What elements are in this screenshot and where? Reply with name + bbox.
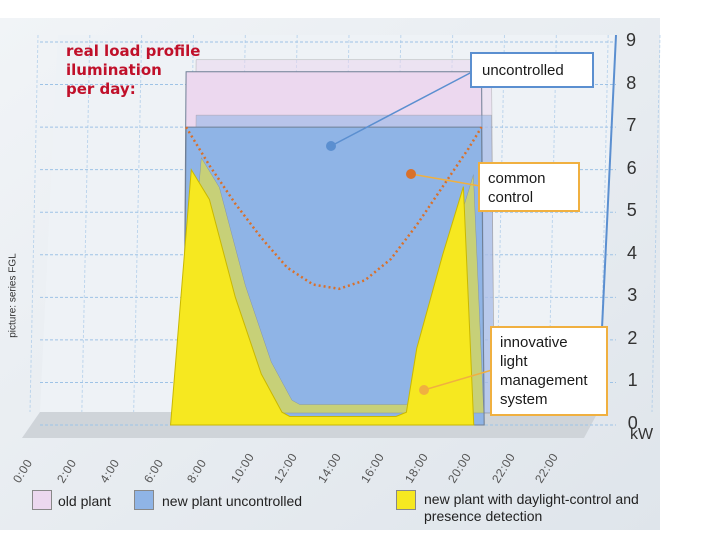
y-tick-label: 4 <box>627 242 638 263</box>
callout-common-control: common control <box>478 162 580 212</box>
y-tick-label: 6 <box>626 157 637 178</box>
callout-common-control-text: common control <box>488 170 546 206</box>
legend-swatch-old-plant <box>32 490 52 510</box>
y-tick-label: 9 <box>626 30 637 50</box>
y-tick-label: 2 <box>627 327 638 348</box>
title-line-2: ilumination <box>66 61 162 79</box>
legend-new-uncontrolled: new plant uncontrolled <box>162 493 303 509</box>
series-new-daylight <box>169 168 475 426</box>
legend-new-daylight: new plant with daylight-control and pres… <box>424 491 639 524</box>
marker-common-control <box>406 169 416 179</box>
gridline-x <box>547 34 557 413</box>
callout-uncontrolled: uncontrolled <box>470 52 594 88</box>
callout-connectors <box>326 71 493 395</box>
title-line-3: per day: <box>66 80 136 98</box>
gridline-x <box>133 34 143 413</box>
y-tick-label: 7 <box>626 115 637 136</box>
y-tick-label: 0 <box>627 413 638 433</box>
legend-old-plant: old plant <box>58 493 111 509</box>
y-tick-label: 5 <box>626 200 637 221</box>
gridline-x <box>599 34 609 413</box>
connector-common-control <box>410 173 481 187</box>
y-tick-label: 8 <box>626 72 637 93</box>
gridline-x <box>651 34 661 413</box>
y-tick-label: 3 <box>627 285 638 306</box>
callout-innovative: innovative light management system <box>490 326 608 416</box>
y-tick-label: 1 <box>627 370 638 391</box>
legend-swatch-new-daylight <box>396 490 416 510</box>
title-line-1: real load profile <box>66 42 201 60</box>
connector-uncontrolled <box>330 71 473 147</box>
chart-title: real load profile ilumination per day: <box>66 42 226 99</box>
y-axis-unit: kW <box>630 426 654 443</box>
source-note: picture: series FGL <box>7 253 19 338</box>
callout-innovative-text: innovative light management system <box>500 334 588 408</box>
gridline-x <box>29 34 39 413</box>
gridline-x <box>496 34 505 413</box>
connector-innovative <box>423 369 493 391</box>
callout-uncontrolled-text: uncontrolled <box>482 62 564 79</box>
series-new-daylight-depth <box>180 156 485 414</box>
series-layer <box>169 59 495 426</box>
marker-innovative <box>419 385 429 395</box>
gridline-x <box>81 34 91 413</box>
legend-swatch-new-uncontrolled <box>134 490 154 510</box>
marker-uncontrolled <box>326 141 336 151</box>
